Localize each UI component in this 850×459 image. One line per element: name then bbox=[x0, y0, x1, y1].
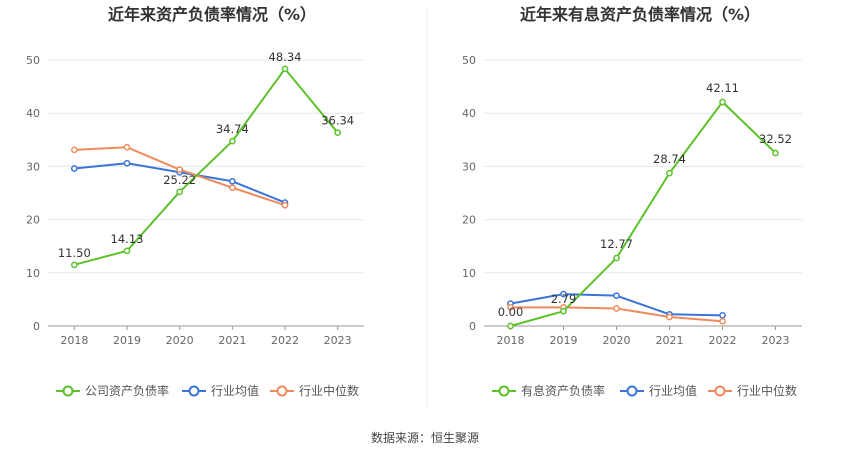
x-tick-label: 2022 bbox=[709, 334, 737, 347]
chart-title-left: 近年来资产负债率情况（%） bbox=[108, 5, 316, 24]
data-point bbox=[613, 305, 620, 312]
legend-label: 有息资产负债率 bbox=[521, 383, 605, 398]
y-tick-label: 10 bbox=[26, 267, 40, 280]
chart-panel-0: 0 10 20 30 40 50 2018 2019 2020 2021 2022 2023 11.50… bbox=[26, 50, 364, 398]
data-label: 12.77 bbox=[600, 237, 633, 251]
legend-item: 行业中位数 bbox=[270, 383, 359, 398]
data-point bbox=[228, 137, 236, 145]
x-tick-label: 2022 bbox=[271, 334, 299, 347]
series-line bbox=[74, 67, 339, 266]
data-point bbox=[719, 98, 726, 106]
data-label: 28.74 bbox=[653, 152, 686, 166]
y-tick-label: 50 bbox=[26, 54, 40, 67]
x-tick-label: 2019 bbox=[113, 334, 141, 347]
x-tick-label: 2020 bbox=[166, 334, 194, 347]
data-point bbox=[123, 247, 131, 255]
legend-label: 行业均值 bbox=[211, 383, 259, 398]
data-point bbox=[613, 254, 620, 262]
data-label: 2.79 bbox=[551, 292, 577, 306]
chart-panel-1: 0 10 20 30 40 50 2018 2019 2020 2021 2022 2023 0.00 2… bbox=[462, 54, 802, 398]
data-label: 42.11 bbox=[706, 81, 739, 95]
legend-item: 有息资产负债率 bbox=[492, 383, 605, 398]
data-point bbox=[507, 322, 514, 330]
data-point bbox=[772, 149, 779, 157]
x-tick-label: 2019 bbox=[550, 334, 578, 347]
y-tick-label: 30 bbox=[26, 160, 40, 173]
data-point bbox=[70, 146, 78, 154]
data-label: 36.34 bbox=[321, 114, 354, 128]
x-tick-label: 2023 bbox=[324, 334, 352, 347]
data-label: 25.22 bbox=[163, 173, 196, 187]
data-point bbox=[666, 313, 673, 321]
data-point bbox=[719, 312, 726, 319]
legend-item: 行业均值 bbox=[620, 383, 697, 398]
x-tick-label: 2018 bbox=[497, 334, 525, 347]
y-tick-label: 40 bbox=[462, 107, 476, 120]
data-label: 48.34 bbox=[269, 50, 302, 64]
legend-item: 行业均值 bbox=[182, 383, 259, 398]
data-label: 14.13 bbox=[111, 232, 144, 246]
data-point bbox=[281, 201, 289, 209]
legend-swatch-marker bbox=[626, 385, 638, 397]
legend-item: 公司资产负债率 bbox=[56, 383, 169, 398]
y-tick-label: 0 bbox=[33, 320, 40, 333]
data-point bbox=[560, 290, 567, 298]
x-tick-label: 2021 bbox=[218, 334, 246, 347]
y-tick-label: 30 bbox=[462, 160, 476, 173]
legend-swatch-marker bbox=[276, 385, 288, 397]
data-label: 0.00 bbox=[498, 305, 524, 319]
data-point bbox=[228, 184, 236, 192]
y-tick-label: 20 bbox=[462, 214, 476, 227]
data-point bbox=[334, 129, 342, 137]
y-tick-label: 10 bbox=[462, 267, 476, 280]
data-point bbox=[176, 188, 184, 196]
data-point bbox=[70, 261, 78, 269]
data-point bbox=[719, 317, 726, 325]
x-tick-label: 2023 bbox=[762, 334, 790, 347]
chart-title-right: 近年来有息资产负债率情况（%） bbox=[520, 5, 760, 24]
y-tick-label: 20 bbox=[26, 214, 40, 227]
legend-swatch-marker bbox=[498, 385, 510, 397]
data-point bbox=[281, 65, 289, 73]
legend-label: 行业中位数 bbox=[299, 383, 359, 398]
legend-item: 行业中位数 bbox=[708, 383, 797, 398]
y-tick-label: 40 bbox=[26, 107, 40, 120]
data-point bbox=[123, 159, 131, 167]
data-label: 11.50 bbox=[58, 246, 91, 260]
data-point bbox=[70, 165, 78, 172]
data-point bbox=[176, 166, 184, 173]
source-note: 数据来源：恒生聚源 bbox=[371, 430, 479, 445]
y-tick-label: 0 bbox=[469, 320, 476, 333]
data-point bbox=[666, 169, 673, 177]
series-line bbox=[510, 100, 777, 327]
x-tick-label: 2018 bbox=[60, 334, 88, 347]
y-tick-label: 50 bbox=[462, 54, 476, 67]
data-point bbox=[613, 292, 620, 300]
legend-swatch-marker bbox=[188, 385, 200, 397]
data-label: 34.74 bbox=[216, 122, 249, 136]
x-tick-label: 2021 bbox=[656, 334, 684, 347]
data-point bbox=[228, 177, 236, 185]
data-point bbox=[123, 143, 131, 151]
x-tick-label: 2020 bbox=[603, 334, 631, 347]
legend-label: 公司资产负债率 bbox=[85, 383, 169, 398]
data-point bbox=[507, 304, 514, 311]
legend-label: 行业均值 bbox=[649, 383, 697, 398]
data-point bbox=[560, 307, 567, 315]
legend-swatch-marker bbox=[62, 385, 74, 397]
legend-label: 行业中位数 bbox=[737, 383, 797, 398]
data-label: 32.52 bbox=[759, 132, 792, 146]
legend-swatch-marker bbox=[714, 385, 726, 397]
